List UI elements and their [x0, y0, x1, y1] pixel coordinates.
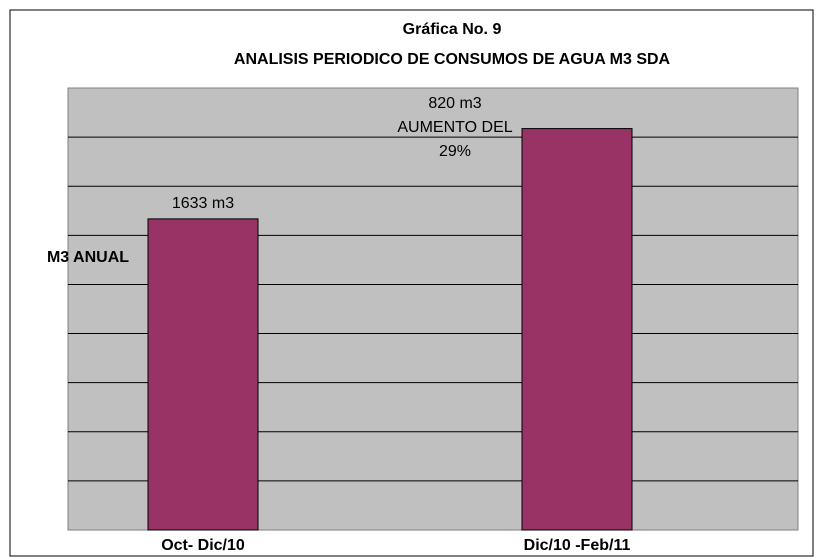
bar — [521, 128, 633, 531]
annotation: 29% — [439, 143, 471, 160]
value-label: 1633 m3 — [172, 195, 234, 212]
chart-subtitle: ANALISIS PERIODICO DE CONSUMOS DE AGUA M… — [234, 51, 671, 68]
annotation: 820 m3 — [428, 95, 481, 112]
bar — [147, 218, 259, 531]
chart-title: Gráfica No. 9 — [403, 21, 502, 38]
annotation: AUMENTO DEL — [397, 119, 512, 136]
x-tick-label: Dic/10 -Feb/11 — [524, 537, 631, 554]
y-axis-label: M3 ANUAL — [47, 249, 129, 266]
x-tick-label: Oct- Dic/10 — [161, 537, 245, 554]
